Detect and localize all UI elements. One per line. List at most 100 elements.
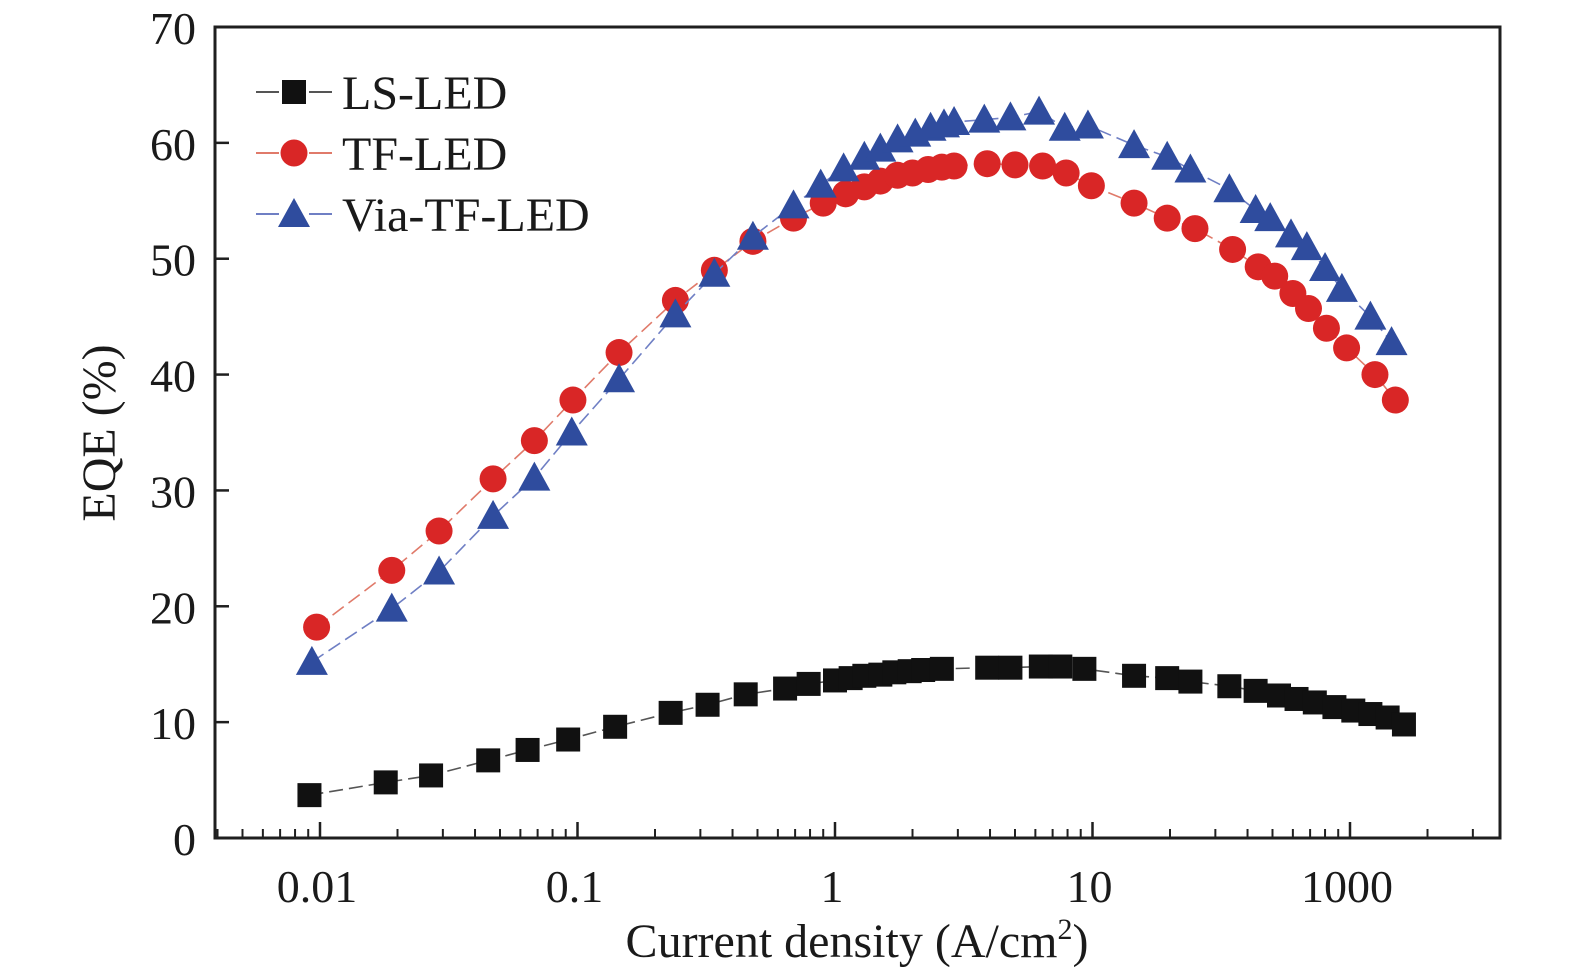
- series-ls-led: [297, 654, 1416, 808]
- plot-frame: [213, 25, 1502, 840]
- data-point: [796, 671, 821, 696]
- data-point: [520, 427, 548, 455]
- data-point: [1375, 326, 1408, 356]
- data-point: [1290, 231, 1323, 261]
- y-tick-label: 0: [173, 814, 196, 865]
- data-point: [1048, 111, 1081, 141]
- legend-item: LS-LED: [256, 67, 507, 120]
- data-point: [425, 517, 453, 545]
- data-point: [423, 555, 456, 585]
- y-tick-label: 60: [150, 119, 196, 170]
- data-point: [777, 189, 810, 219]
- data-point: [938, 106, 971, 136]
- y-tick-label: 10: [150, 698, 196, 749]
- data-point: [1071, 109, 1104, 139]
- data-point: [968, 103, 1001, 133]
- data-point: [1213, 173, 1246, 203]
- data-point: [559, 386, 587, 414]
- data-point: [1072, 656, 1097, 681]
- data-point: [659, 298, 692, 328]
- data-point: [1381, 386, 1409, 414]
- data-point: [297, 783, 322, 808]
- y-tick-label: 40: [150, 351, 196, 402]
- y-tick-label: 50: [150, 235, 196, 286]
- x-tick-label: 10: [1067, 861, 1113, 912]
- data-point: [603, 714, 628, 739]
- data-point: [773, 676, 798, 701]
- x-axis-title: Current density (A/cm2): [626, 913, 1089, 968]
- data-point: [658, 700, 683, 725]
- data-point: [419, 763, 444, 788]
- legend-label: TF-LED: [342, 128, 507, 181]
- data-point: [1354, 300, 1387, 330]
- y-axis-ticks: 0 10 20 30 40 50 60 70: [150, 3, 229, 865]
- data-point: [940, 152, 968, 180]
- data-point: [1254, 202, 1287, 232]
- data-point: [994, 101, 1027, 131]
- x-tick-label: 0.01: [277, 861, 358, 912]
- data-point: [1174, 153, 1207, 183]
- data-point: [375, 592, 408, 622]
- data-point: [1001, 151, 1029, 179]
- data-point: [1391, 712, 1416, 737]
- data-point: [1217, 674, 1242, 699]
- data-point: [1333, 334, 1361, 362]
- series-layer: [295, 95, 1416, 808]
- y-tick-label: 30: [150, 466, 196, 517]
- data-point: [1153, 204, 1181, 232]
- data-point: [1295, 295, 1323, 323]
- data-point: [695, 692, 720, 717]
- legend-marker-triangle: [278, 198, 310, 227]
- data-point: [848, 140, 881, 170]
- data-point: [1309, 251, 1342, 281]
- data-point: [515, 737, 540, 762]
- data-point: [1312, 314, 1340, 342]
- data-point: [973, 150, 1001, 178]
- data-point: [603, 363, 636, 393]
- data-point: [804, 168, 837, 198]
- data-point: [736, 220, 769, 250]
- x-tick-label: 1: [821, 861, 844, 912]
- legend-label: Via-TF-LED: [342, 189, 590, 242]
- data-point: [1023, 95, 1056, 125]
- y-tick-label: 70: [150, 3, 196, 54]
- data-point: [998, 655, 1023, 680]
- data-point: [303, 613, 331, 641]
- data-point: [378, 556, 406, 584]
- data-point: [698, 257, 731, 287]
- data-point: [1151, 140, 1184, 170]
- data-point: [295, 645, 328, 675]
- data-point: [1029, 152, 1057, 180]
- legend-marker-square: [282, 80, 306, 104]
- data-point: [476, 748, 501, 773]
- x-tick-label: 0.1: [546, 861, 604, 912]
- data-point: [1219, 235, 1247, 263]
- data-point: [864, 132, 897, 162]
- data-point: [1155, 666, 1180, 691]
- x-axis-ticks: 0.01 0.1 1 10 1000: [216, 822, 1474, 912]
- data-point: [733, 682, 758, 707]
- data-point: [518, 461, 551, 491]
- data-point: [1181, 215, 1209, 243]
- data-point: [605, 339, 633, 367]
- data-point: [1122, 663, 1147, 688]
- y-axis-title: EQE (%): [73, 344, 126, 521]
- legend-label: LS-LED: [342, 67, 507, 120]
- data-point: [975, 655, 1000, 680]
- data-point: [1178, 669, 1203, 694]
- x-axis-title-close: ): [1072, 915, 1088, 968]
- legend-marker-circle: [280, 139, 308, 167]
- data-point: [1243, 678, 1268, 703]
- x-axis-title-text: Current density (A/cm: [626, 915, 1058, 968]
- data-point: [1325, 272, 1358, 302]
- y-tick-label: 20: [150, 582, 196, 633]
- x-axis-title-superscript: 2: [1057, 913, 1072, 946]
- data-point: [1077, 172, 1105, 200]
- data-point: [1274, 218, 1307, 248]
- legend-item: Via-TF-LED: [256, 189, 590, 242]
- data-point: [477, 499, 510, 529]
- legend: LS-LED TF-LED Via-TF-LED: [256, 67, 590, 242]
- data-point: [1261, 262, 1289, 290]
- data-point: [1118, 129, 1151, 159]
